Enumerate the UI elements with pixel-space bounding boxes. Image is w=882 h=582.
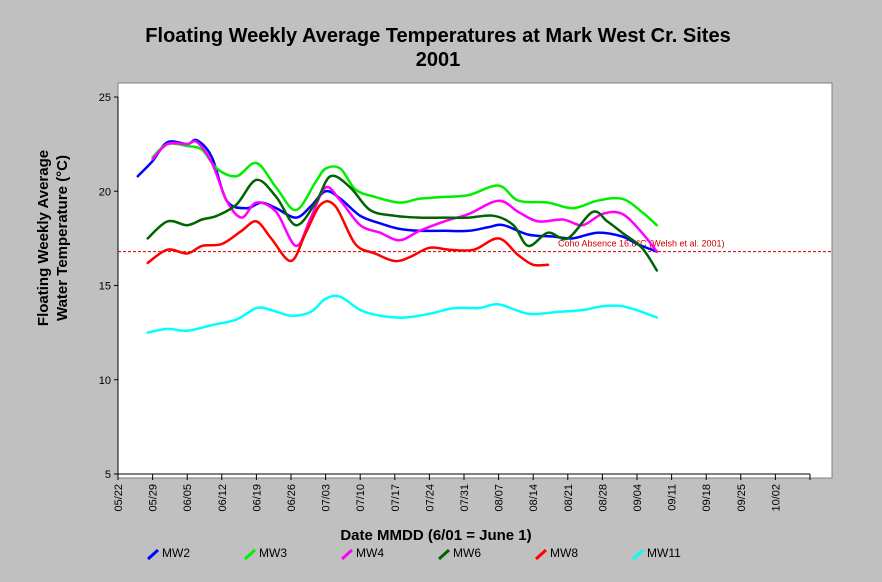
x-tick-label: 08/14 bbox=[528, 484, 540, 512]
legend-swatch-mw4 bbox=[340, 548, 354, 561]
legend-label-mw2: MW2 bbox=[162, 546, 190, 560]
reference-line-group: Coho Absence 16.8°C (Welsh et al. 2001) bbox=[118, 239, 832, 253]
x-tick-label: 06/19 bbox=[251, 484, 263, 512]
x-tick-label: 07/10 bbox=[355, 484, 367, 512]
legend-label-mw6: MW6 bbox=[453, 546, 481, 560]
y-axis-title-line1: Floating Weekly Average bbox=[35, 150, 52, 326]
x-tick-label: 05/22 bbox=[113, 484, 125, 512]
x-tick-label: 07/17 bbox=[390, 484, 402, 512]
chart-title: Floating Weekly Average Temperatures at … bbox=[145, 25, 730, 47]
series-group bbox=[136, 138, 659, 334]
legend-label-mw8: MW8 bbox=[550, 546, 578, 560]
x-tick-label: 08/07 bbox=[494, 484, 506, 512]
legend-swatch-mw11 bbox=[631, 548, 645, 561]
axes: 5 10 15 20 25 05/22 05/29 06/05 06/12 06/19 06/26 0… bbox=[99, 92, 811, 512]
y-axis-title-line2: Water Temperature (°C) bbox=[54, 155, 71, 321]
series-line-mw11 bbox=[146, 294, 659, 334]
y-axis-title: Floating Weekly Average Water Temperatur… bbox=[35, 150, 71, 326]
plot-area bbox=[117, 82, 833, 479]
reference-line-label: Coho Absence 16.8°C (Welsh et al. 2001) bbox=[558, 239, 725, 249]
x-tick-label: 09/18 bbox=[701, 484, 713, 512]
series-line-mw4 bbox=[151, 139, 659, 253]
x-tick-label: 07/31 bbox=[459, 484, 471, 512]
x-tick-label: 06/26 bbox=[286, 484, 298, 512]
legend-swatch-mw6 bbox=[437, 548, 451, 561]
legend-swatch-mw2 bbox=[146, 548, 160, 561]
x-tick-label: 05/29 bbox=[148, 484, 160, 512]
legend-swatch-mw8 bbox=[534, 548, 548, 561]
x-tick-label: 06/05 bbox=[182, 484, 194, 512]
x-axis-title: Date MMDD (6/01 = June 1) bbox=[340, 527, 531, 544]
legend-label-mw11: MW11 bbox=[647, 546, 681, 560]
series-line-mw8 bbox=[146, 199, 550, 267]
x-tick-label: 08/21 bbox=[563, 484, 575, 512]
x-tick-label: 10/02 bbox=[770, 484, 782, 512]
y-tick-label: 15 bbox=[99, 281, 111, 293]
y-tick-label: 20 bbox=[99, 186, 111, 198]
x-tick-label: 09/04 bbox=[632, 484, 644, 512]
y-tick-label: 5 bbox=[105, 469, 111, 481]
legend-label-mw3: MW3 bbox=[259, 546, 287, 560]
series-line-mw6 bbox=[146, 174, 659, 272]
x-tick-label: 08/28 bbox=[597, 484, 609, 512]
series-line-mw3 bbox=[151, 142, 659, 227]
x-tick-label: 09/25 bbox=[736, 484, 748, 512]
y-tick-label: 10 bbox=[99, 375, 111, 387]
x-tick-label: 07/03 bbox=[321, 484, 333, 512]
legend-label-mw4: MW4 bbox=[356, 546, 384, 560]
x-tick-label: 07/24 bbox=[424, 484, 436, 512]
x-tick-label: 06/12 bbox=[217, 484, 229, 512]
legend: MW2 MW3 MW4 MW6 MW8 MW11 bbox=[146, 546, 681, 561]
chart-subtitle: 2001 bbox=[416, 49, 461, 71]
y-tick-label: 25 bbox=[99, 92, 111, 104]
legend-swatch-mw3 bbox=[243, 548, 257, 561]
x-tick-label: 09/11 bbox=[667, 484, 679, 511]
